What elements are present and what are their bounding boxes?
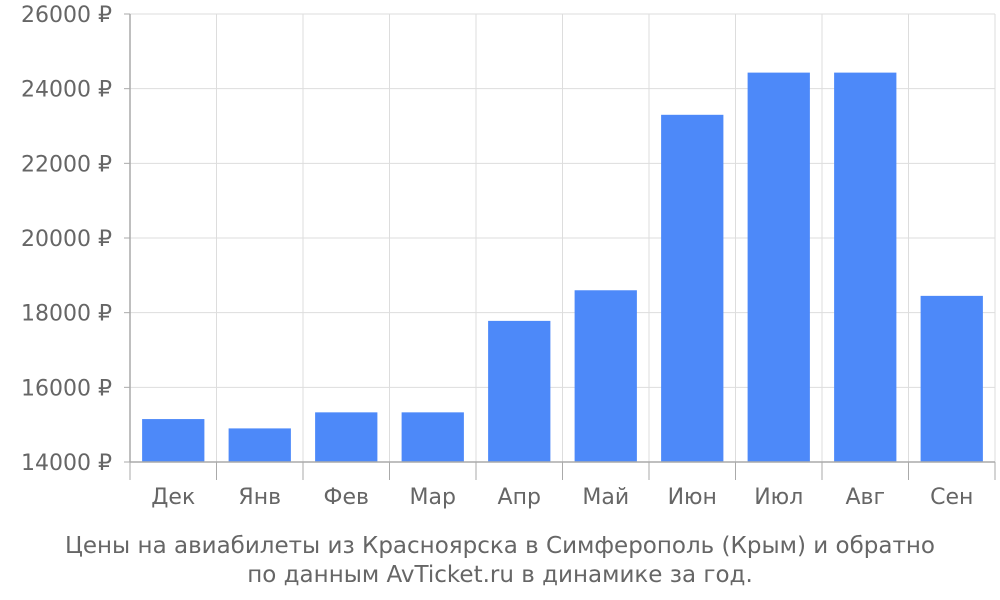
- chart-caption: Цены на авиабилеты из Красноярска в Симф…: [0, 532, 1000, 590]
- x-tick-labels: Дек Янв Фев Мар Апр Май Июн Июл Авг Сен: [151, 485, 973, 510]
- bar-Мар: [401, 412, 464, 462]
- y-tick-label-6: 26000 ₽: [21, 3, 112, 28]
- bar-Фев: [315, 412, 378, 462]
- axes: [124, 13, 996, 480]
- x-tick-label-Июн: Июн: [668, 485, 717, 510]
- bar-Авг: [834, 72, 897, 462]
- y-tick-label-2: 18000 ₽: [21, 302, 112, 327]
- bar-Июн: [661, 114, 724, 463]
- x-tick-label-Апр: Апр: [498, 485, 541, 510]
- x-tick-label-Сен: Сен: [930, 485, 973, 510]
- x-tick-label-Фев: Фев: [324, 485, 369, 510]
- x-tick-label-Май: Май: [582, 485, 629, 510]
- bar-Май: [574, 290, 637, 462]
- grid-lines: [130, 13, 996, 463]
- x-tick-label-Мар: Мар: [410, 485, 456, 510]
- y-tick-label-3: 20000 ₽: [21, 227, 112, 252]
- bar-Дек: [142, 419, 205, 462]
- x-tick-label-Янв: Янв: [238, 485, 281, 510]
- x-tick-label-Дек: Дек: [151, 485, 195, 510]
- y-tick-label-4: 22000 ₽: [21, 152, 112, 177]
- x-tick-label-Авг: Авг: [845, 485, 885, 510]
- bar-Апр: [488, 320, 551, 462]
- y-tick-label-1: 16000 ₽: [21, 376, 112, 401]
- y-tick-labels: 14000 ₽ 16000 ₽ 18000 ₽ 20000 ₽ 22000 ₽ 24000…: [21, 3, 112, 476]
- bar-Сен: [920, 295, 983, 462]
- bars: [142, 72, 983, 463]
- bar-Июл: [747, 72, 810, 462]
- x-tick-label-Июл: Июл: [754, 485, 803, 510]
- bar-Янв: [228, 428, 291, 462]
- y-tick-label-0: 14000 ₽: [21, 451, 112, 476]
- caption-line-2: по данным AvTicket.ru в динамике за год.: [247, 562, 753, 588]
- caption-line-1: Цены на авиабилеты из Красноярска в Симф…: [65, 533, 935, 559]
- y-tick-label-5: 24000 ₽: [21, 78, 112, 103]
